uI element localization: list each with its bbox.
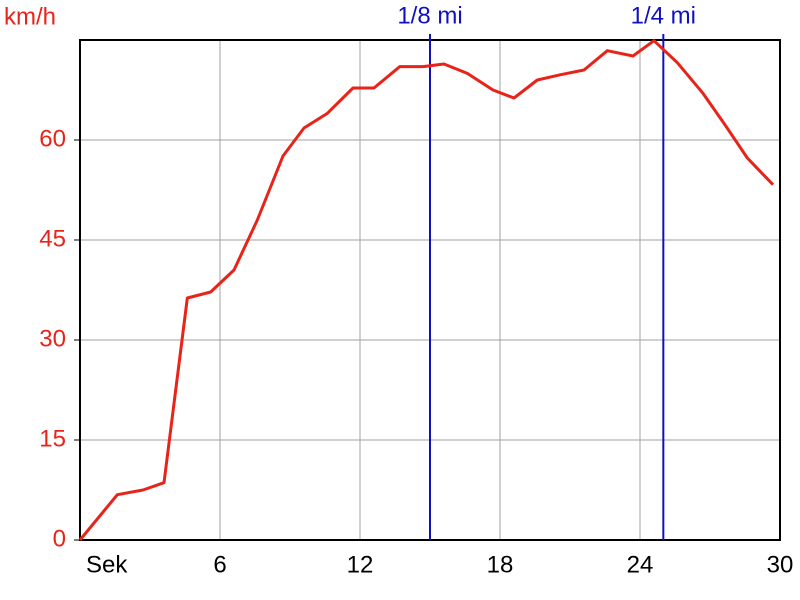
x-tick-label: 18 <box>487 551 514 578</box>
y-axis-label: km/h <box>4 3 56 30</box>
x-tick-label: 12 <box>347 551 374 578</box>
speed-line <box>78 39 775 541</box>
x-tick-label: 30 <box>767 551 794 578</box>
marker-label: 1/4 mi <box>631 2 696 29</box>
marker-label: 1/8 mi <box>397 2 462 29</box>
x-tick-label: Sek <box>86 551 128 578</box>
x-tick-label: 24 <box>627 551 654 578</box>
y-tick-label: 45 <box>39 225 66 252</box>
x-tick-label: 6 <box>213 551 226 578</box>
y-tick-label: 60 <box>39 125 66 152</box>
y-tick-label: 0 <box>53 525 66 552</box>
y-tick-label: 30 <box>39 325 66 352</box>
y-tick-label: 15 <box>39 425 66 452</box>
